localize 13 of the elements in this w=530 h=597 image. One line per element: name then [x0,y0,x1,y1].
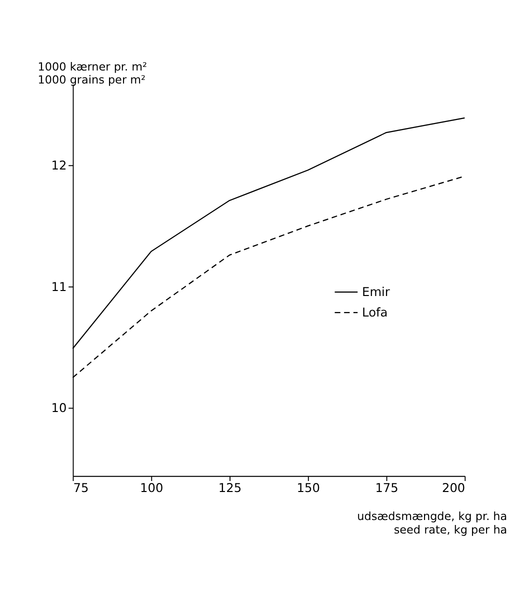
y-tick-label: 11 [51,280,67,294]
legend-label: Emir [362,284,390,299]
x-tick-label: 75 [73,481,89,496]
x-tick-label: 175 [375,481,398,496]
y-tick-label: 10 [51,401,67,416]
x-axis-title: udsædsmængde, kg pr. ha seed rate, kg per ha [357,510,508,536]
x-tick-label: 100 [140,481,164,496]
legend-label: Lofa [362,305,388,320]
y-tick-label: 12 [51,158,67,172]
x-tick-label: 150 [296,481,320,496]
x-tick-label: 200 [442,481,466,496]
y-axis-title: 1000 kærner pr. m² 1000 grains per m² [38,60,147,87]
x-tick-label: 125 [218,481,242,496]
